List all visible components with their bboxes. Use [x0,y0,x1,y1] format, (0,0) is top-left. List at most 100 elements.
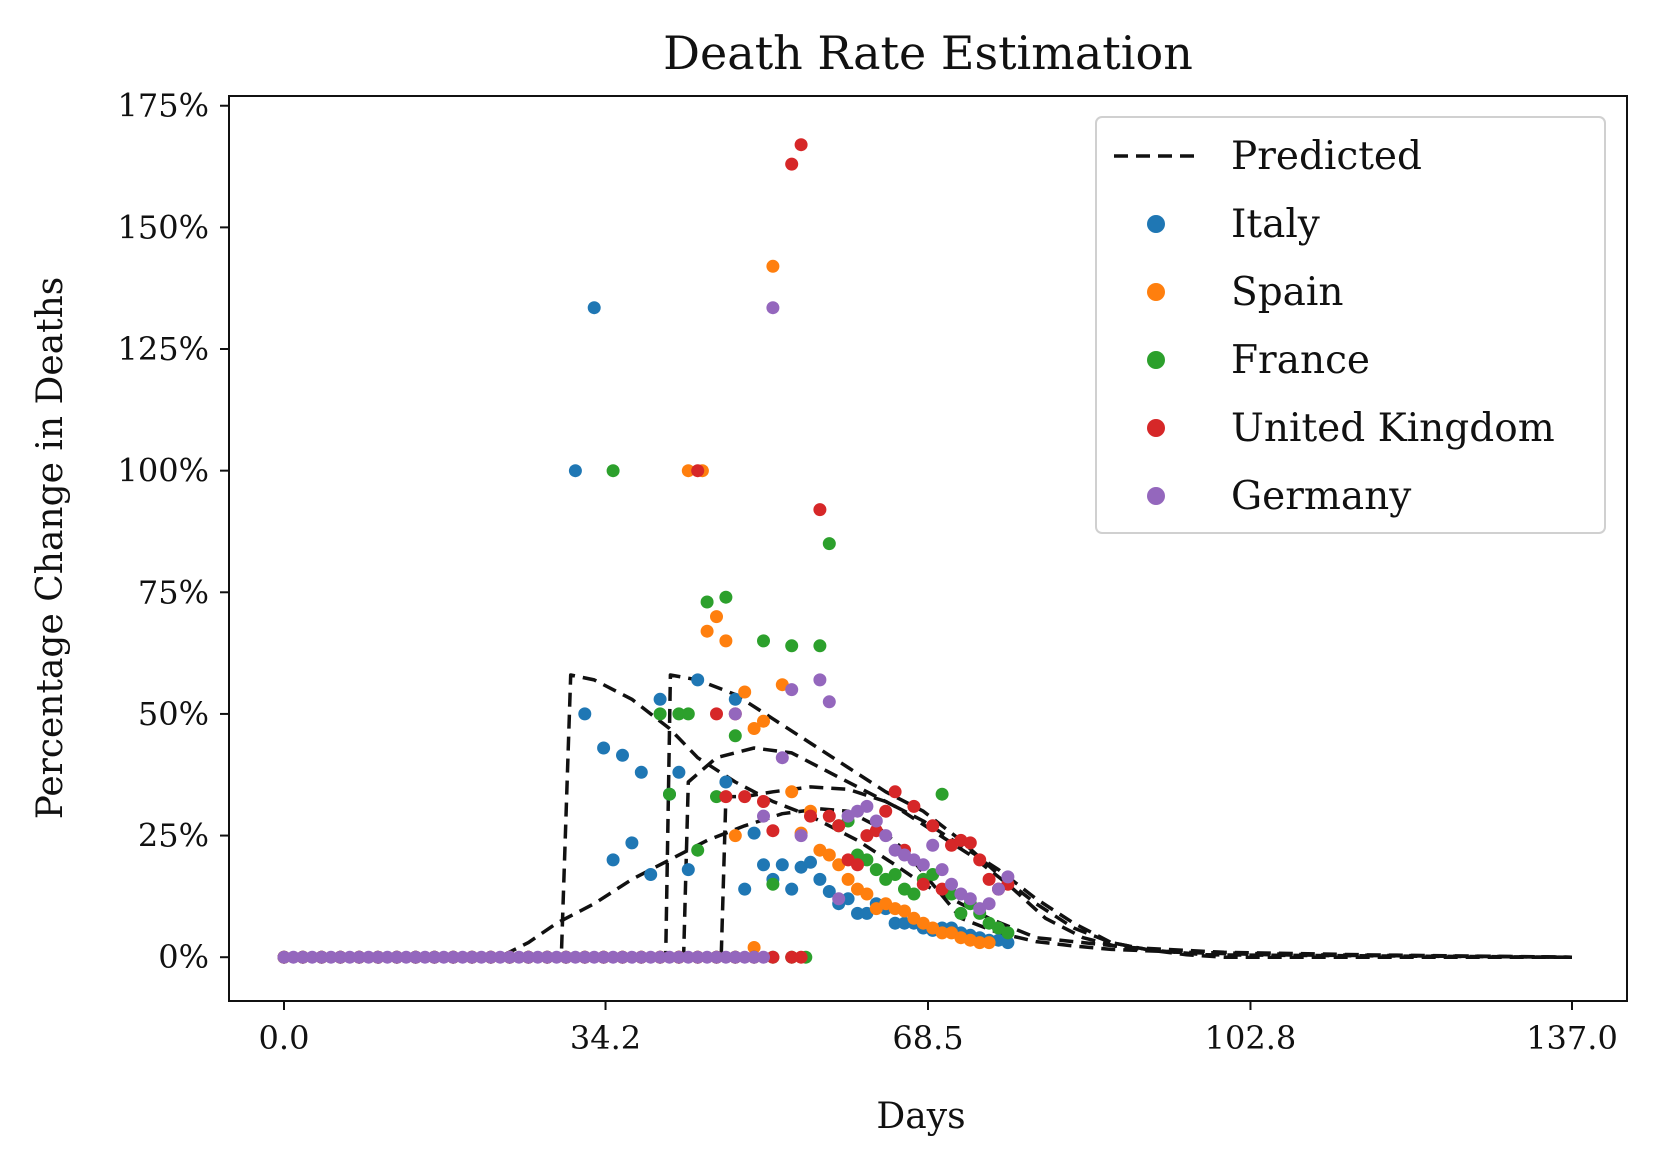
point-france-52 [907,887,921,901]
point-united-kingdom-27 [785,950,799,964]
point-germany-70 [926,838,940,852]
point-germany-64 [869,814,883,828]
predicted-line-united-kingdom [284,785,1573,959]
point-germany-42 [672,950,686,964]
x-tick-label-1: 34.2 [570,1019,641,1057]
point-germany-16 [427,950,441,964]
y-axis-ticks: 0% 25% 50% 75% 100% 125% 150% 175% [118,87,229,976]
point-spain-32 [728,829,742,843]
point-germany-60 [832,892,846,906]
point-germany-34 [597,950,611,964]
point-germany-69 [916,858,930,872]
point-italy-27 [672,765,686,779]
point-germany-37 [625,950,639,964]
point-spain-54 [935,926,949,940]
point-germany-25 [512,950,526,964]
point-italy-30 [719,775,733,789]
y-tick-label-0: 0% [158,938,209,976]
point-united-kingdom-43 [851,858,864,872]
point-germany-21 [474,950,488,964]
point-spain-46 [860,887,874,901]
point-germany-28 [540,950,554,964]
point-italy-37 [785,882,799,896]
point-italy-17 [578,707,592,721]
point-germany-10 [371,950,385,964]
point-germany-46 [710,950,723,964]
point-italy-21 [616,748,629,762]
point-germany-4 [315,950,329,964]
point-germany-11 [380,950,394,964]
point-italy-60 [1001,936,1015,950]
y-tick-label-2: 50% [138,695,209,733]
point-germany-58 [813,673,827,687]
point-spain-50 [898,904,911,918]
point-italy-18 [587,301,601,315]
legend-marker-germany [1147,487,1165,505]
point-france-30 [653,707,667,721]
point-germany-18 [446,950,460,964]
point-france-35 [700,595,714,609]
point-germany-38 [634,950,648,964]
point-germany-0 [277,950,291,964]
point-france-40 [766,877,780,891]
point-france-29 [606,464,620,478]
point-united-kingdom-50 [916,877,930,891]
point-germany-35 [606,950,620,964]
point-france-42 [813,639,827,653]
point-united-kingdom-26 [766,950,780,964]
point-italy-36 [775,858,789,872]
point-germany-5 [324,950,338,964]
x-tick-label-0: 0.0 [259,1019,310,1057]
point-italy-32 [738,882,752,896]
point-spain-33 [738,685,752,699]
point-italy-16 [568,464,582,478]
point-germany-78 [1001,870,1015,884]
point-spain-29 [700,624,714,638]
point-italy-31 [728,692,742,706]
legend-box [1095,116,1606,534]
point-spain-38 [785,785,799,799]
point-italy-43 [841,892,855,906]
predicted-line-germany [284,746,1573,959]
point-germany-27 [531,950,545,964]
point-germany-76 [982,897,996,911]
point-united-kingdom-47 [888,785,902,799]
point-germany-44 [691,950,705,964]
point-united-kingdom-31 [719,790,733,804]
point-spain-34 [747,722,761,735]
point-france-39 [757,634,770,648]
point-germany-51 [757,950,770,964]
point-germany-17 [437,950,451,964]
point-germany-9 [362,950,376,964]
point-united-kingdom-49 [907,799,921,813]
point-germany-56 [785,683,799,697]
point-germany-63 [860,799,874,813]
point-france-43 [822,537,836,551]
point-germany-29 [550,950,564,964]
point-italy-28 [681,863,695,877]
point-spain-36 [766,259,780,273]
point-france-50 [888,868,902,881]
x-tick-label-4: 137.0 [1526,1019,1618,1057]
point-germany-49 [738,950,752,964]
y-axis-label: Percentage Change in Deaths [30,277,71,820]
point-united-kingdom-56 [973,853,987,867]
point-italy-39 [804,855,817,869]
legend-label-germany: Germany [1231,474,1411,519]
point-spain-31 [719,634,733,648]
point-italy-33 [747,826,761,840]
point-spain-27 [681,464,695,478]
point-italy-34 [757,858,770,872]
point-france-37 [719,590,733,604]
point-france-32 [672,707,686,721]
point-united-kingdom-33 [738,790,752,804]
point-italy-41 [822,885,836,898]
x-axis-label: Days [876,1096,965,1137]
point-france-33 [681,707,695,721]
legend: Predicted Italy Spain France United Kingdom… [1095,116,1606,534]
point-germany-32 [578,950,592,964]
point-united-kingdom-46 [879,804,893,818]
point-spain-42 [822,848,836,862]
point-germany-31 [568,950,582,964]
